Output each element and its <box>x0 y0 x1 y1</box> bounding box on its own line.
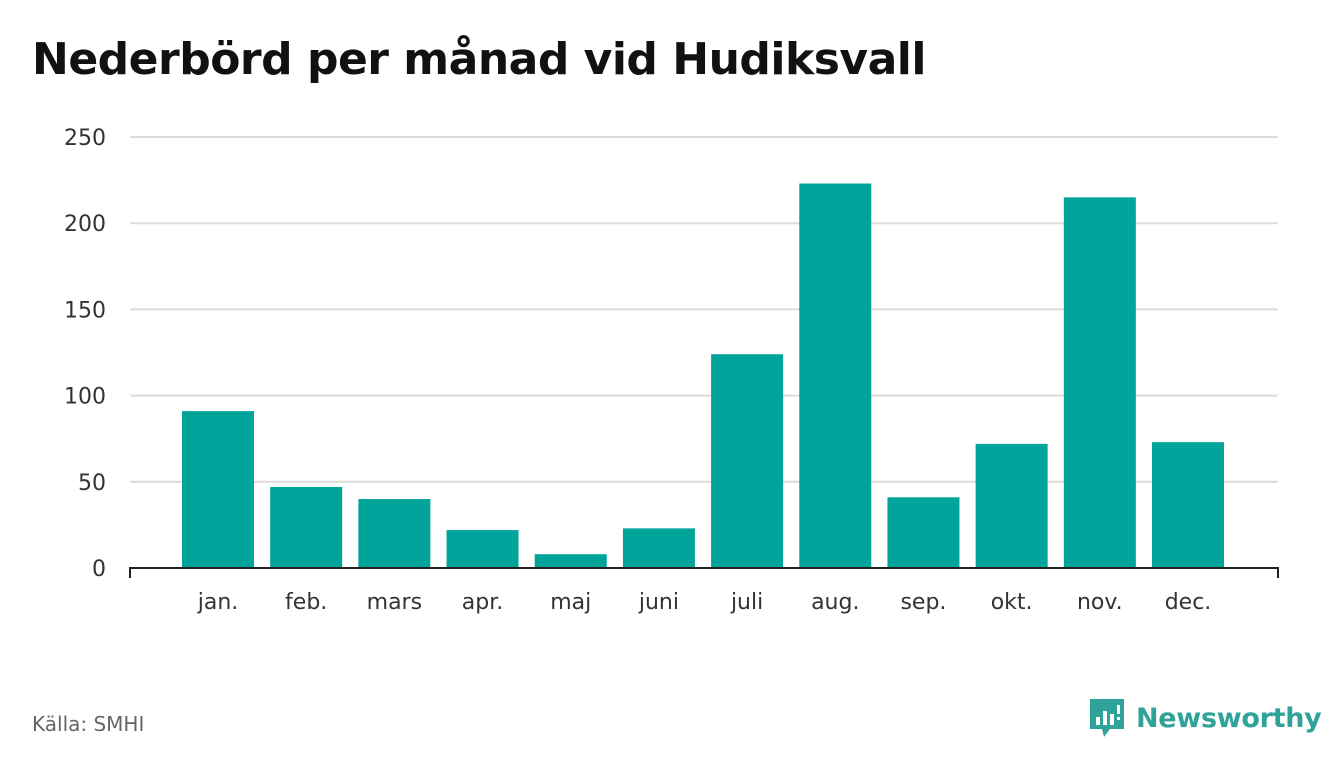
bar <box>270 486 343 568</box>
x-tick-label: okt. <box>991 590 1033 615</box>
bar <box>711 354 784 568</box>
bar <box>975 443 1048 568</box>
newsworthy-logo-icon <box>1090 699 1124 737</box>
y-tick-label: 100 <box>64 385 106 410</box>
bar <box>799 183 872 568</box>
x-tick-labels: jan. feb. mars apr. maj juni juli aug. sep. okt. n… <box>197 590 1212 615</box>
y-tick-label: 50 <box>78 471 106 496</box>
x-axis <box>129 567 1279 578</box>
y-tick-labels: 0 50 100 150 200 250 <box>64 126 106 582</box>
bar <box>358 499 431 568</box>
y-tick-label: 150 <box>64 298 106 323</box>
brand-logo: Newsworthy <box>1088 697 1322 739</box>
x-tick-label: maj <box>550 590 591 615</box>
y-tick-label: 250 <box>64 126 106 151</box>
x-tick-label: nov. <box>1077 590 1123 615</box>
bar <box>1152 442 1224 568</box>
bar <box>534 554 607 568</box>
bar <box>887 497 960 568</box>
x-tick-label: juni <box>638 590 679 615</box>
source-note: Källa: SMHI <box>32 712 145 736</box>
bar <box>622 528 695 568</box>
brand-name: Newsworthy <box>1136 702 1322 734</box>
x-tick-label: jan. <box>197 590 239 615</box>
y-tick-label: 200 <box>64 212 106 237</box>
x-tick-label: juli <box>730 590 763 615</box>
bar <box>182 411 254 568</box>
bars <box>182 183 1224 568</box>
x-tick-label: mars <box>367 590 422 615</box>
bar <box>1063 197 1136 568</box>
y-tick-label: 0 <box>92 557 106 582</box>
bar <box>446 530 519 568</box>
x-tick-label: apr. <box>462 590 503 615</box>
x-tick-label: dec. <box>1165 590 1212 615</box>
x-tick-label: sep. <box>900 590 946 615</box>
chart-title: Nederbörd per månad vid Hudiksvall <box>32 34 926 85</box>
x-tick-label: aug. <box>811 590 859 615</box>
x-tick-label: feb. <box>285 590 327 615</box>
